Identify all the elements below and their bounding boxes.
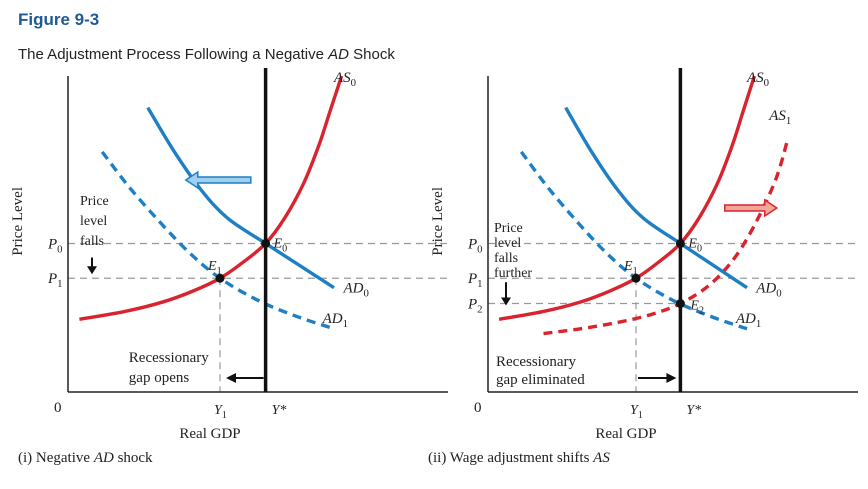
point-E1	[631, 273, 641, 283]
x-tick-Y1: Y1	[214, 403, 227, 421]
annotation-gap-1: gap eliminated	[496, 372, 585, 388]
point-E2	[675, 299, 685, 309]
y-tick-P2: P2	[467, 297, 483, 316]
figure-title-prefix: The Adjustment Process Following a Negat…	[18, 46, 329, 63]
origin-label: 0	[54, 400, 62, 416]
series-AD0	[564, 106, 748, 290]
y-axis-label: Price Level	[10, 187, 26, 256]
series-AS1	[543, 138, 790, 336]
series-label-AS0: AS0	[746, 70, 769, 89]
point-label-E0: E0	[687, 236, 702, 254]
panel-2	[487, 68, 858, 393]
annotation-gap-1: gap opens	[129, 370, 190, 386]
y-tick-P1: P1	[47, 271, 63, 290]
series-AD1	[519, 150, 748, 331]
x-tick-Y1: Y1	[630, 403, 643, 421]
series-label-AD1: AD1	[322, 311, 348, 330]
figure-title-suffix: Shock	[349, 46, 395, 63]
point-E0	[675, 238, 685, 248]
series-AD1	[100, 150, 335, 331]
annotation-gap-0: Recessionary	[496, 354, 576, 370]
y-tick-P1: P1	[467, 271, 483, 290]
x-tick-Y-star: Y*	[686, 403, 701, 418]
arrow-down-head	[501, 297, 511, 306]
y-axis-label: Price Level	[430, 187, 446, 256]
annotation-price-1: level	[494, 236, 521, 251]
annotation-price-2: falls	[494, 251, 518, 266]
x-axis-label: Real GDP	[179, 426, 240, 442]
point-E1	[215, 273, 225, 283]
series-label-AS0: AS0	[333, 70, 356, 89]
series-label-AD0: AD0	[343, 281, 369, 300]
y-tick-P0: P0	[467, 236, 483, 255]
series-AS0	[79, 75, 344, 321]
origin-label: 0	[474, 400, 482, 416]
annotation-price-2: falls	[80, 234, 104, 249]
annotation-price-3: further	[494, 266, 532, 281]
figure-number: Figure 9-3	[18, 10, 100, 29]
series-AS0	[498, 75, 757, 321]
series-label-AS1: AS1	[768, 108, 791, 127]
shift-arrow-left	[184, 170, 252, 190]
panel-1	[67, 68, 448, 393]
panel-caption: (i) Negative AD shock	[18, 450, 153, 466]
panel-caption: (ii) Wage adjustment shifts AS	[428, 450, 610, 466]
annotation-price-0: Price	[80, 194, 109, 209]
figure-title-italic: AD	[328, 46, 349, 63]
point-label-E1: E1	[207, 259, 222, 277]
annotation-gap-0: Recessionary	[129, 350, 209, 366]
gap-arrow-head	[226, 373, 236, 383]
series-label-AD0: AD0	[755, 281, 781, 300]
annotation-price-0: Price	[494, 221, 523, 236]
figure-title: The Adjustment Process Following a Negat…	[18, 46, 395, 63]
point-label-E1: E1	[623, 259, 638, 277]
shift-arrow-right	[724, 198, 779, 218]
point-label-E0: E0	[273, 236, 288, 254]
annotation-price-1: level	[80, 214, 107, 229]
series-AD0	[146, 106, 335, 290]
gap-arrow-head	[666, 373, 677, 383]
point-E0	[261, 238, 271, 248]
series-label-AD1: AD1	[735, 311, 761, 330]
point-label-E2: E2	[689, 299, 704, 317]
x-axis-label: Real GDP	[595, 426, 656, 442]
y-tick-P0: P0	[47, 236, 63, 255]
arrow-down-head	[87, 266, 97, 275]
x-tick-Y-star: Y*	[272, 403, 287, 418]
